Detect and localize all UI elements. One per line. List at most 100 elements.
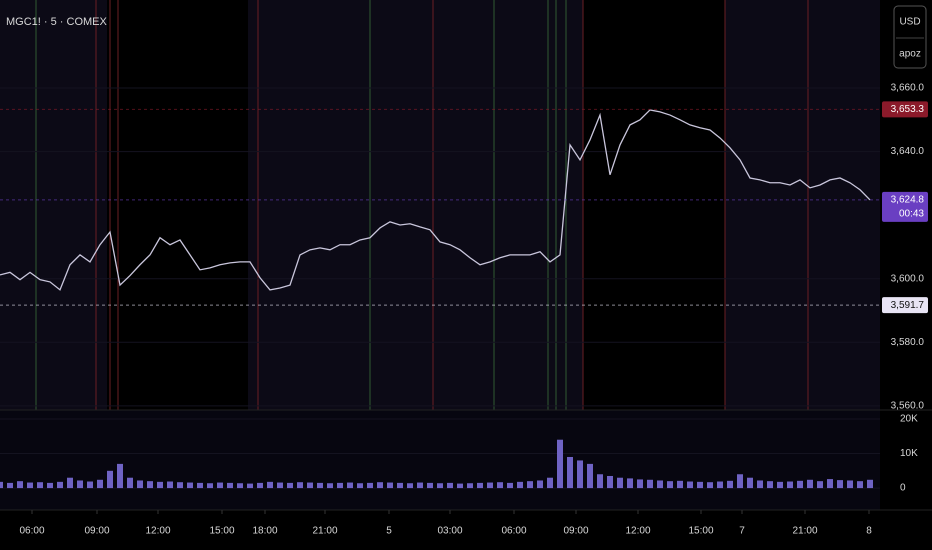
volume-bar — [677, 480, 683, 489]
volume-bar — [347, 482, 353, 489]
price-label-box — [882, 101, 928, 118]
volume-bar — [767, 481, 773, 489]
volume-bar — [857, 481, 863, 489]
x-tick-label: 8 — [866, 526, 872, 537]
x-tick-label: 21:00 — [792, 526, 817, 537]
volume-bar — [487, 482, 493, 489]
price-label-box — [882, 191, 928, 222]
volume-bar — [827, 479, 833, 489]
price-label: 3,653.3 — [891, 104, 925, 115]
volume-bar — [107, 470, 113, 489]
volume-bar — [867, 479, 873, 489]
x-tick-label: 18:00 — [252, 526, 277, 537]
volume-bar — [477, 482, 483, 489]
volume-bar — [457, 483, 463, 489]
x-tick-label: 15:00 — [209, 526, 234, 537]
volume-bar — [467, 483, 473, 489]
volume-bar — [447, 482, 453, 489]
price-label: 3,591.7 — [891, 300, 925, 311]
x-tick-label: 09:00 — [563, 526, 588, 537]
volume-bar — [557, 439, 563, 489]
volume-bar — [747, 477, 753, 489]
volume-bar — [47, 482, 53, 489]
price-label: 3,624.8 — [891, 195, 925, 206]
volume-bar — [797, 480, 803, 489]
session-shade — [248, 0, 583, 410]
volume-bar — [617, 477, 623, 489]
x-tick-label: 12:00 — [625, 526, 650, 537]
volume-bar — [337, 482, 343, 489]
volume-bar — [387, 482, 393, 489]
volume-bar — [667, 481, 673, 489]
volume-bar — [527, 481, 533, 489]
currency[interactable]: USD — [899, 17, 920, 28]
volume-bar — [177, 482, 183, 489]
volume-bar — [407, 483, 413, 489]
volume-bar — [587, 463, 593, 489]
y2-tick-label: 0 — [900, 483, 906, 494]
volume-bar — [517, 481, 523, 489]
y-tick-label: 3,600.0 — [891, 273, 925, 284]
volume-bar — [717, 481, 723, 489]
volume-bar — [397, 482, 403, 489]
volume-bar — [187, 482, 193, 489]
y-tick-label: 3,660.0 — [891, 83, 925, 94]
session-shade — [0, 0, 107, 410]
volume-bar — [357, 483, 363, 489]
volume-bar — [87, 481, 93, 489]
volume-bar — [127, 477, 133, 489]
volume-bar — [437, 483, 443, 489]
volume-bar — [147, 481, 153, 489]
volume-bar — [637, 479, 643, 489]
x-tick-label: 06:00 — [19, 526, 44, 537]
volume-bar — [257, 482, 263, 489]
volume-bar — [627, 478, 633, 489]
volume-bar — [137, 480, 143, 489]
y2-tick-label: 20K — [900, 414, 918, 425]
price-label-box — [882, 297, 928, 314]
x-tick-label: 15:00 — [688, 526, 713, 537]
volume-bar — [567, 456, 573, 489]
volume-bar — [247, 483, 253, 489]
volume-bar — [497, 482, 503, 489]
volume-bar — [537, 480, 543, 489]
volume-bar — [287, 482, 293, 489]
scale-box[interactable] — [893, 5, 927, 69]
volume-bar — [847, 480, 853, 489]
x-tick-label: 7 — [739, 526, 745, 537]
x-tick-label: 12:00 — [145, 526, 170, 537]
volume-bar — [317, 482, 323, 489]
price-line — [0, 109, 871, 291]
session-lines — [35, 0, 809, 410]
x-tick-label: 06:00 — [501, 526, 526, 537]
volume-bar — [807, 479, 813, 489]
volume-bar — [97, 479, 103, 489]
x-tick-label: 03:00 — [437, 526, 462, 537]
volume-pane — [0, 410, 880, 510]
volume-bar — [577, 460, 583, 489]
volume-bar — [57, 481, 63, 489]
volume-bar — [237, 483, 243, 489]
x-tick-label: 09:00 — [84, 526, 109, 537]
symbol-title: MGC1! · 5 · COMEX — [6, 16, 108, 28]
volume-bar — [427, 482, 433, 489]
volume-bar — [837, 480, 843, 489]
volume-bar — [727, 480, 733, 489]
volume-bar — [697, 481, 703, 489]
volume-bar — [687, 481, 693, 489]
volume-bar — [27, 482, 33, 489]
y-tick-label: 3,560.0 — [891, 401, 925, 412]
volume-bar — [37, 482, 43, 489]
scale-mode[interactable]: apoz — [899, 49, 921, 60]
volume-bar — [77, 480, 83, 489]
volume-bar — [647, 479, 653, 489]
volume-bar — [377, 482, 383, 489]
y2-tick-label: 10K — [900, 448, 918, 459]
volume-bar — [777, 481, 783, 489]
volume-bar — [367, 482, 373, 489]
volume-bar — [817, 481, 823, 489]
volume-bar — [207, 483, 213, 489]
volume-bar — [597, 474, 603, 489]
volume-bar — [607, 475, 613, 489]
